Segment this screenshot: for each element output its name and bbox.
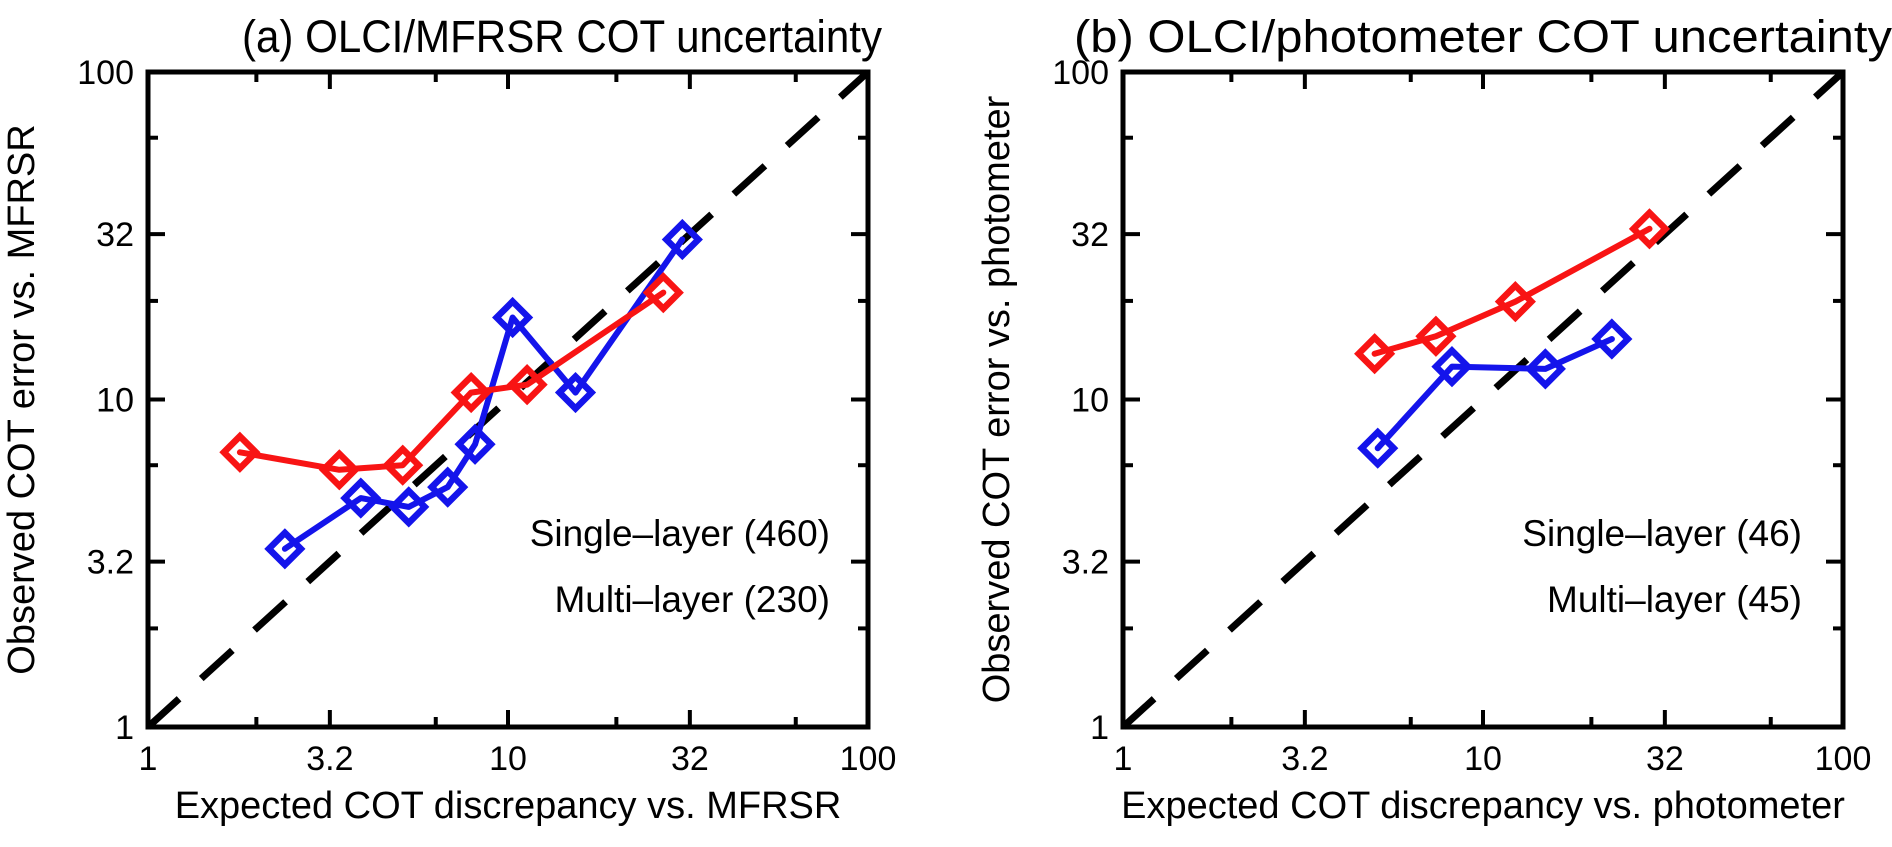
- panel-b: (b) OLCI/photometer COT uncertainty 11 3.2…: [976, 11, 1892, 827]
- marker-diamond-single-layer: [340, 477, 382, 519]
- y-tick-label: 32: [96, 216, 134, 254]
- y-tick-label: 1: [1090, 709, 1109, 747]
- marker-diamond-single-layer: [427, 466, 469, 508]
- series-line-single-layer: [281, 236, 686, 552]
- legend-single-layer: Single–layer (460): [530, 513, 830, 554]
- y-tick-label: 10: [1071, 382, 1109, 420]
- marker-diamond-single-layer: [454, 423, 496, 465]
- series-line-multi-layer: [1371, 225, 1653, 357]
- marker-diamond-single-layer: [661, 218, 703, 261]
- legend-multi-layer: Multi–layer (230): [554, 579, 830, 620]
- y-tick-label: 100: [1052, 54, 1109, 92]
- one-to-one-dashed-line: [145, 69, 871, 730]
- x-tick-label: 100: [1815, 740, 1872, 778]
- panel-b-title: (b) OLCI/photometer COT uncertainty: [1074, 11, 1892, 62]
- x-tick-label: 10: [1464, 740, 1502, 778]
- series-line-single-layer: [1374, 336, 1615, 452]
- marker-diamond-single-layer: [388, 486, 430, 528]
- one-to-one-dashed-line: [1120, 69, 1846, 730]
- marker-diamond-multi-layer: [382, 444, 424, 486]
- marker-diamond-multi-layer: [318, 449, 360, 491]
- panel-a: (a) OLCI/MFRSR COT uncertainty 11 3.2 3.2 10…: [1, 11, 896, 827]
- marker-diamond-multi-layer: [1354, 333, 1396, 375]
- marker-diamond-multi-layer: [1415, 315, 1457, 357]
- y-tick-label: 10: [96, 382, 134, 420]
- x-tick-label: 3.2: [1281, 740, 1328, 778]
- x-tick-label: 32: [671, 740, 709, 778]
- marker-diamond-multi-layer: [219, 431, 261, 473]
- x-axis-label: Expected COT discrepancy vs. photometer: [1121, 785, 1845, 827]
- y-tick-label: 1: [115, 709, 134, 747]
- marker-diamond-multi-layer: [1494, 281, 1536, 323]
- x-tick-label: 32: [1646, 740, 1684, 778]
- marker-diamond-single-layer: [1524, 348, 1566, 390]
- marker-diamond-single-layer: [1431, 346, 1473, 388]
- panel-a-title: (a) OLCI/MFRSR COT uncertainty: [242, 11, 882, 62]
- marker-diamond-single-layer: [492, 296, 534, 339]
- x-tick-label: 100: [840, 740, 897, 778]
- x-tick-label: 1: [1114, 740, 1133, 778]
- y-axis-label: Observed COT error vs. photometer: [976, 95, 1018, 703]
- y-tick-label: 3.2: [87, 544, 134, 582]
- y-axis-label: Observed COT error vs. MFRSR: [1, 124, 43, 674]
- legend-single-layer: Single–layer (46): [1522, 513, 1802, 554]
- x-tick-label: 3.2: [306, 740, 353, 778]
- marker-diamond-multi-layer: [642, 272, 684, 314]
- x-tick-label: 10: [489, 740, 527, 778]
- y-tick-label: 32: [1071, 216, 1109, 254]
- marker-diamond-single-layer: [1357, 427, 1399, 469]
- x-axis-label: Expected COT discrepancy vs. MFRSR: [175, 785, 842, 827]
- marker-diamond-single-layer: [1591, 318, 1633, 360]
- marker-diamond-single-layer: [554, 371, 597, 414]
- marker-diamond-multi-layer: [1628, 208, 1671, 250]
- legend-multi-layer: Multi–layer (45): [1547, 579, 1802, 620]
- marker-diamond-multi-layer: [450, 371, 492, 414]
- marker-diamond-multi-layer: [506, 364, 548, 406]
- x-tick-label: 1: [139, 740, 158, 778]
- marker-diamond-single-layer: [264, 528, 306, 570]
- y-tick-label: 100: [77, 54, 134, 92]
- y-tick-label: 3.2: [1062, 544, 1109, 582]
